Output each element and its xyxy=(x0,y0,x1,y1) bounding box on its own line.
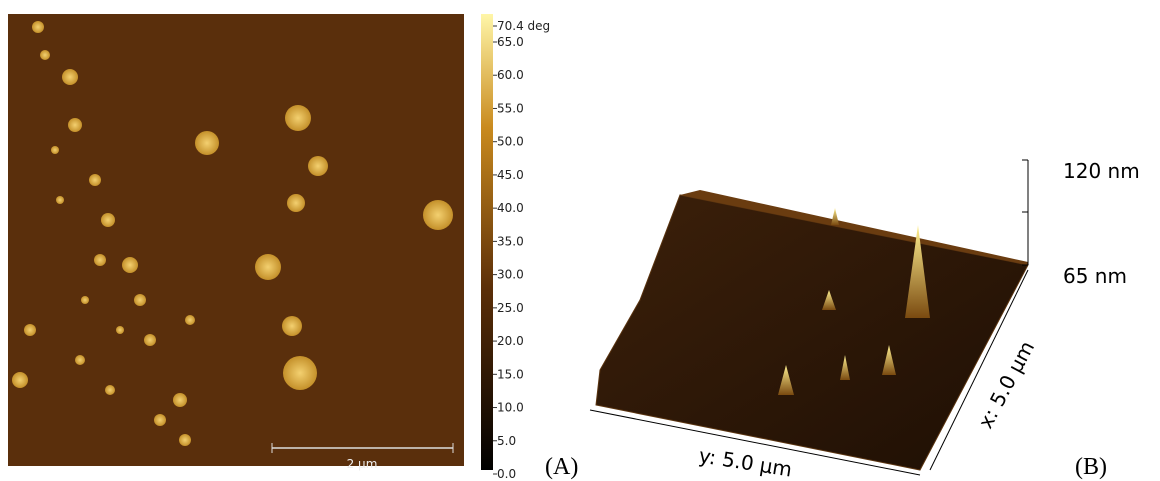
colorbar-label: 65.0 xyxy=(497,35,524,49)
colorbar-label: 30.0 xyxy=(497,268,524,282)
afm-phase-image: 2 µm xyxy=(8,14,464,471)
z-max-label: 120 nm xyxy=(1063,159,1140,183)
afm-3d-surface xyxy=(590,160,1028,475)
panel-label: (B) xyxy=(1075,454,1107,480)
panel-label: (A) xyxy=(545,454,578,480)
colorbar-label: 70.4 deg xyxy=(497,19,550,33)
colorbar-label: 50.0 xyxy=(497,135,524,149)
colorbar-label: 40.0 xyxy=(497,201,524,215)
colorbar-label: 5.0 xyxy=(497,434,516,448)
y-axis-label: y: 5.0 µm xyxy=(697,443,793,481)
figure: 2 µm 70.4 deg 65.0 60.0 55.0 50.0 45.0 40.0 35.… xyxy=(0,0,1160,481)
colorbar-labels: 70.4 deg 65.0 60.0 55.0 50.0 45.0 40.0 35.0 30.0… xyxy=(493,19,550,481)
colorbar-label: 45.0 xyxy=(497,168,524,182)
colorbar-label: 20.0 xyxy=(497,334,524,348)
colorbar-label: 60.0 xyxy=(497,68,524,82)
colorbar-label: 25.0 xyxy=(497,301,524,315)
colorbar-label: 0.0 xyxy=(497,467,516,481)
colorbar xyxy=(481,14,493,470)
z-min-label: 65 nm xyxy=(1063,264,1127,288)
scale-bar-label: 2 µm xyxy=(347,457,378,471)
page: 2 µm 70.4 deg 65.0 60.0 55.0 50.0 45.0 40.0 35.… xyxy=(0,0,1160,481)
colorbar-label: 10.0 xyxy=(497,401,524,415)
colorbar-label: 35.0 xyxy=(497,234,524,248)
colorbar-label: 15.0 xyxy=(497,367,524,381)
colorbar-label: 55.0 xyxy=(497,101,524,115)
